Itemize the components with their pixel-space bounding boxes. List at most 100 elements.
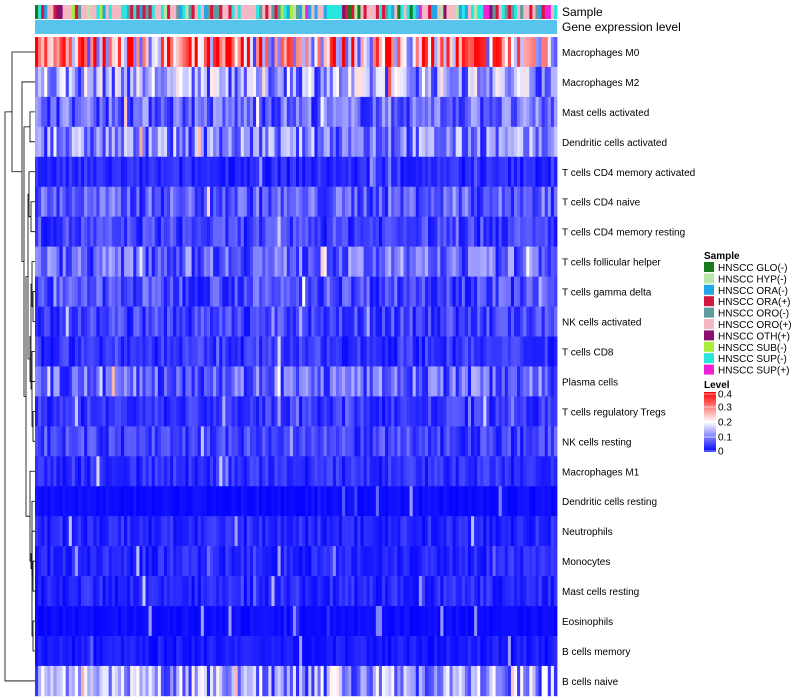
heatmap-cell <box>90 576 94 607</box>
heatmap-cell <box>93 246 97 277</box>
heatmap-cell <box>464 216 469 247</box>
heatmap-cell <box>286 396 291 427</box>
heatmap-cell <box>348 66 352 98</box>
heatmap-cell <box>253 396 257 427</box>
heatmap-cell <box>222 546 226 577</box>
heatmap-cell <box>179 546 183 577</box>
heatmap-cell <box>483 37 487 68</box>
heatmap-cell <box>139 66 143 98</box>
heatmap-cell <box>477 636 481 667</box>
heatmap-cell <box>418 396 423 427</box>
heatmap-cell <box>289 576 294 607</box>
heatmap-cell <box>338 156 343 188</box>
heatmap-cell <box>56 546 60 577</box>
heatmap-cell <box>277 516 282 547</box>
heatmap-cell <box>249 96 254 128</box>
heatmap-cell <box>464 456 469 487</box>
heatmap-cell <box>412 246 417 277</box>
heatmap-cell <box>50 186 54 217</box>
heatmap-cell <box>323 486 328 517</box>
heatmap-cell <box>130 156 134 188</box>
heatmap-cell <box>225 426 229 457</box>
heatmap-cell <box>213 37 217 68</box>
heatmap-cell <box>446 126 450 158</box>
heatmap-cell <box>56 636 60 667</box>
heatmap-cell <box>446 37 450 68</box>
heatmap-cell <box>391 246 395 277</box>
heatmap-cell <box>277 426 282 457</box>
heatmap-cell <box>431 636 435 667</box>
heatmap-cell <box>418 426 423 457</box>
heatmap-cell <box>498 276 503 307</box>
heatmap-cell <box>489 186 493 217</box>
heatmap-cell <box>74 306 79 337</box>
heatmap-cell <box>495 396 500 427</box>
heatmap-cell <box>145 486 150 517</box>
heatmap-cell <box>443 96 447 128</box>
sample-annotation-cell <box>222 5 226 19</box>
heatmap-cell <box>206 396 211 427</box>
heatmap-cell <box>216 396 220 427</box>
heatmap-cell <box>474 396 478 427</box>
heatmap-cell <box>320 366 325 397</box>
heatmap-cell <box>440 246 444 277</box>
heatmap-cell <box>547 486 552 517</box>
heatmap-cell <box>274 606 278 637</box>
heatmap-cell <box>206 546 211 577</box>
heatmap-cell <box>332 156 337 188</box>
heatmap-cell <box>403 96 407 128</box>
heatmap-cell <box>471 396 475 427</box>
heatmap-cell <box>535 336 539 367</box>
heatmap-cell <box>529 396 533 427</box>
heatmap-cell <box>428 516 432 547</box>
heatmap-cell <box>375 306 380 337</box>
heatmap-cell <box>210 366 214 397</box>
heatmap-cell <box>142 576 146 607</box>
heatmap-cell <box>145 156 150 188</box>
heatmap-cell <box>228 396 232 427</box>
heatmap-cell <box>87 246 91 277</box>
heatmap-cell <box>105 126 110 158</box>
heatmap-cell <box>124 156 128 188</box>
heatmap-cell <box>526 546 530 577</box>
heatmap-cell <box>38 396 42 427</box>
heatmap-cell <box>133 216 137 247</box>
heatmap-cell <box>317 665 321 697</box>
dendrogram-branch <box>30 201 35 233</box>
heatmap-cell <box>332 336 337 367</box>
heatmap-cell <box>53 636 57 667</box>
heatmap-cell <box>268 306 272 337</box>
heatmap-cell <box>397 665 401 697</box>
heatmap-cell <box>225 66 229 98</box>
heatmap-cell <box>176 426 180 457</box>
heatmap-cell <box>163 246 168 277</box>
heatmap-cell <box>409 246 414 277</box>
heatmap-cell <box>292 636 297 667</box>
heatmap-cell <box>520 426 524 457</box>
heatmap-cell <box>391 336 395 367</box>
heatmap-cell <box>492 456 496 487</box>
heatmap-cell <box>286 306 291 337</box>
heatmap-cell <box>372 516 377 547</box>
heatmap-cell <box>440 576 444 607</box>
heatmap-cell <box>467 366 472 397</box>
row-label: Plasma cells <box>562 377 618 388</box>
heatmap-cell <box>381 665 386 697</box>
heatmap-cell <box>188 126 192 158</box>
heatmap-cell <box>415 306 420 337</box>
heatmap-cell <box>501 636 506 667</box>
heatmap-cell <box>501 246 506 277</box>
sample-annotation-cell <box>388 5 392 19</box>
heatmap-cell <box>124 486 128 517</box>
heatmap-cell <box>538 306 543 337</box>
heatmap-cell <box>523 276 527 307</box>
heatmap-cell <box>265 366 269 397</box>
heatmap-cell <box>35 576 39 607</box>
heatmap-cell <box>77 96 82 128</box>
heatmap-cell <box>240 426 245 457</box>
sample-annotation-cell <box>409 5 414 19</box>
heatmap-cell <box>510 336 515 367</box>
heatmap-cell <box>320 276 325 307</box>
sample-annotation-cell <box>342 5 346 19</box>
heatmap-cell <box>363 636 368 667</box>
